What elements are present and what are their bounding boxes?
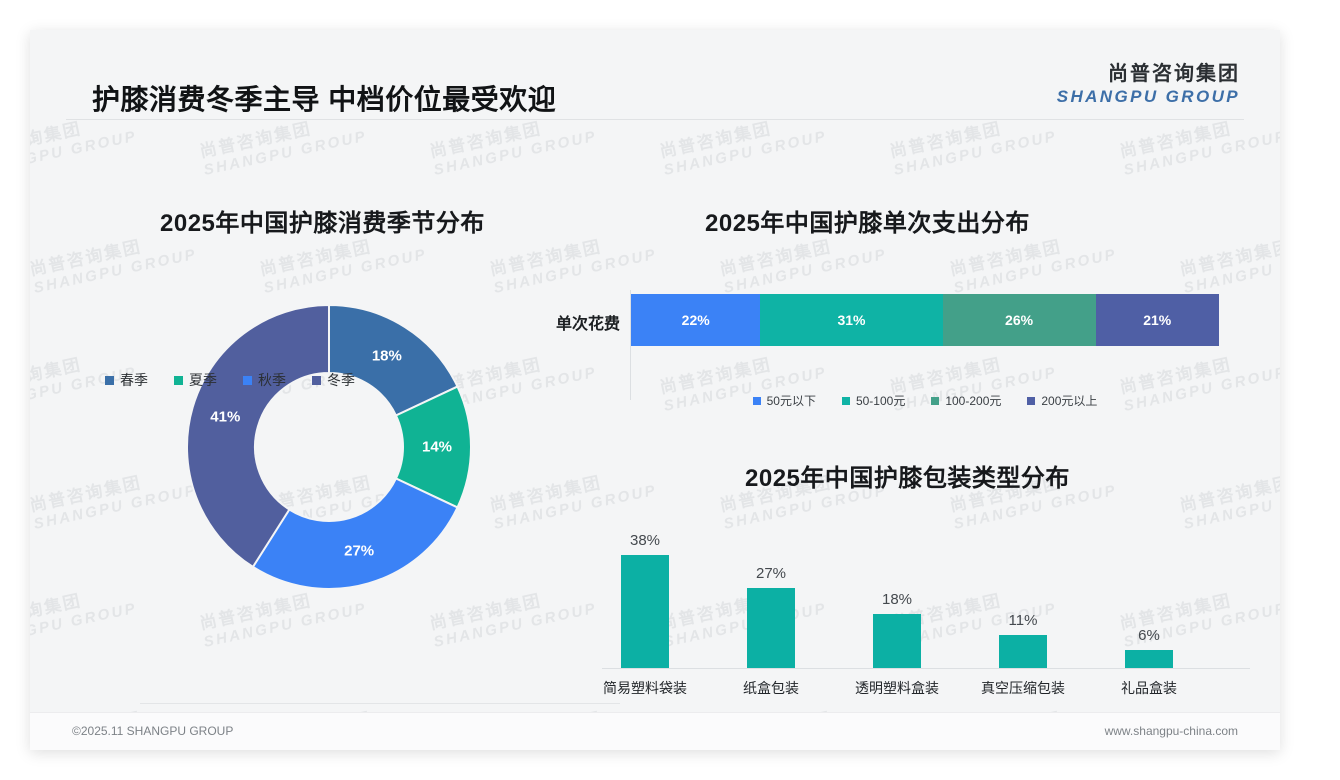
column-category-label: 礼品盒装 (1121, 680, 1177, 696)
column-rect (1125, 650, 1173, 668)
column-bar[interactable]: 38% (621, 532, 669, 668)
legend-item[interactable]: 50元以下 (752, 392, 816, 409)
legend-item[interactable]: 冬季 (312, 370, 355, 390)
copyright-text: ©2025.11 SHANGPU GROUP (72, 724, 234, 738)
legend-swatch (312, 375, 321, 385)
column-rect (873, 614, 921, 668)
legend-swatch (105, 375, 114, 385)
donut-segment-label: 14% (421, 438, 453, 456)
column-category-label: 透明塑料盒装 (855, 680, 939, 696)
brand-logo: 尚普咨询集团 SHANGPU GROUP (1057, 62, 1240, 107)
legend-label: 50-100元 (855, 394, 906, 408)
column-chart-baseline (602, 668, 1250, 669)
stacked-bar-segment[interactable]: 26% (942, 294, 1096, 346)
legend-swatch (931, 396, 940, 405)
donut-segment[interactable] (328, 303, 459, 417)
stacked-bar-track: 22% 31% 26% 21% (631, 294, 1219, 346)
column-rect (999, 635, 1047, 668)
legend-item[interactable]: 200元以上 (1027, 392, 1097, 409)
column-bar[interactable]: 27% (747, 565, 795, 668)
column-value-label: 11% (1008, 612, 1038, 630)
column-rect (747, 587, 795, 668)
spend-distribution-stacked-bar-chart: 单次花费 22% 31% 26% 21% 50元以下 50-100元 100-200元 20… (530, 280, 1230, 430)
logo-english-text: SHANGPU GROUP (1056, 87, 1240, 106)
donut-segment-label: 18% (371, 347, 402, 365)
packaging-type-column-chart: 38% 简易塑料袋装 27% 纸盒包装 18% 透明塑料盒装 11% 真空压缩包装 6% 礼品盒装 (590, 500, 1250, 715)
legend-label: 夏季 (189, 372, 217, 388)
column-value-label: 27% (755, 564, 787, 582)
legend-item[interactable]: 春季 (105, 370, 148, 390)
column-category-label: 简易塑料袋装 (603, 680, 687, 696)
slide-card: 尚普咨询集团 SHANGPU GROUP 尚普咨询集团 SHANGPU GROUP 尚普… (30, 30, 1280, 750)
legend-item[interactable]: 100-200元 (931, 392, 1001, 409)
legend-item[interactable]: 秋季 (243, 370, 286, 390)
column-bar[interactable]: 6% (1125, 627, 1173, 668)
donut-svg (186, 303, 472, 590)
legend-label: 冬季 (327, 372, 355, 388)
donut-segment[interactable] (186, 303, 330, 569)
stacked-bar-legend: 50元以下 50-100元 100-200元 200元以上 (631, 392, 1219, 409)
stacked-bar-category-label: 单次花费 (555, 316, 620, 333)
column-category-label: 真空压缩包装 (981, 680, 1065, 696)
legend-item[interactable]: 夏季 (174, 370, 217, 390)
column-category-label: 纸盒包装 (743, 680, 799, 696)
legend-swatch (1027, 396, 1036, 405)
donut-segment-label: 41% (210, 408, 241, 426)
logo-chinese-text: 尚普咨询集团 (1108, 63, 1240, 85)
legend-swatch (752, 396, 761, 405)
column-bar[interactable]: 18% (873, 591, 921, 668)
column-chart-title: 2025年中国护膝包装类型分布 (745, 465, 1070, 492)
donut-chart-title: 2025年中国护膝消费季节分布 (160, 210, 485, 237)
season-distribution-donut-chart: 18% 14% 27% 41% (128, 282, 528, 612)
stacked-bar-segment[interactable]: 31% (760, 294, 943, 346)
donut-segment[interactable] (251, 477, 459, 590)
website-link[interactable]: www.shangpu-china.com (1104, 724, 1238, 738)
slide-header: 护膝消费冬季主导 中档价位最受欢迎 尚普咨询集团 SHANGPU GROUP (30, 30, 1280, 120)
legend-label: 秋季 (258, 372, 286, 388)
column-value-label: 18% (881, 591, 913, 609)
legend-label: 200元以上 (1041, 394, 1098, 408)
legend-swatch (243, 375, 252, 385)
column-value-label: 38% (629, 531, 661, 549)
donut-segment-label: 27% (344, 542, 375, 560)
legend-swatch (174, 375, 183, 385)
stacked-bar-chart-title: 2025年中国护膝单次支出分布 (705, 210, 1030, 237)
page-title: 护膝消费冬季主导 中档价位最受欢迎 (92, 84, 557, 115)
stacked-bar-segment[interactable]: 21% (1095, 294, 1219, 346)
donut-chart-legend: 春季 夏季 秋季 冬季 (30, 370, 430, 390)
column-rect (621, 554, 669, 668)
column-bar[interactable]: 11% (999, 612, 1047, 668)
stacked-bar-axis-line (630, 290, 631, 400)
column-value-label: 6% (1138, 627, 1160, 645)
stacked-bar-segment[interactable]: 22% (631, 294, 761, 346)
slide-footer: ©2025.11 SHANGPU GROUP www.shangpu-china… (30, 712, 1280, 750)
legend-label: 100-200元 (945, 394, 1002, 408)
legend-label: 50元以下 (766, 394, 816, 408)
legend-label: 春季 (120, 372, 148, 388)
legend-item[interactable]: 50-100元 (841, 392, 906, 409)
legend-swatch (841, 396, 850, 405)
